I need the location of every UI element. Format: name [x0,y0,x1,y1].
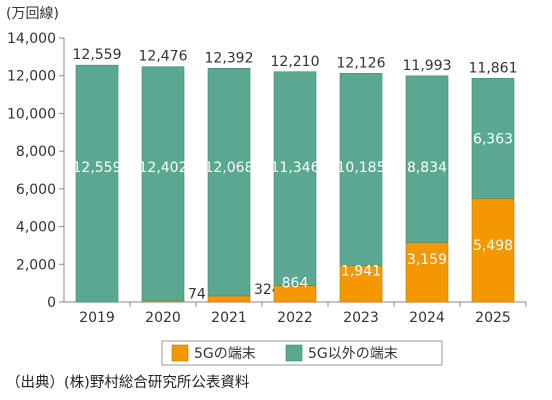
x-tick-label: 2023 [343,310,379,326]
total-label-2019: 12,559 [73,47,122,63]
bar-other-2022 [273,71,317,287]
label-other-2022: 11,346 [271,160,320,176]
label-other-2019: 12,559 [73,160,122,176]
y-tick-label: 10,000 [7,106,56,122]
x-tick-label: 2024 [409,310,445,326]
y-unit-label: (万回線) [6,6,59,22]
y-tick-label: 6,000 [16,182,56,198]
label-5g-2025: 5,498 [473,238,513,254]
x-tick-label: 2022 [277,310,313,326]
legend-swatch-other [285,344,303,362]
total-label-2024: 11,993 [403,58,452,74]
x-tick-label: 2025 [475,310,511,326]
bar-5g-2025 [471,198,515,303]
bar-other-2020 [141,66,185,301]
label-5g-2022: 864 [282,276,309,292]
legend-swatch-5g [171,344,189,362]
bar-other-2023 [339,73,383,266]
bar-other-2019 [75,64,119,303]
label-other-2025: 6,363 [473,131,513,147]
bar-other-2021 [207,68,251,297]
x-tick-label: 2021 [211,310,247,326]
x-tick-label: 2020 [145,310,181,326]
total-label-2022: 12,210 [271,54,320,70]
total-label-2020: 12,476 [139,49,188,65]
legend-label-5g: 5Gの端末 [194,346,256,362]
bar-5g-2023 [339,265,383,303]
total-label-2023: 12,126 [337,55,386,71]
y-tick-label: 14,000 [7,31,56,47]
source-note: （出典）(株)野村総合研究所公表資料 [6,375,250,391]
total-label-2025: 11,861 [469,60,518,76]
bar-5g-2021 [207,295,251,303]
total-label-2021: 12,392 [205,50,254,66]
legend-label-other: 5G以外の端末 [308,346,398,362]
x-tick-label: 2019 [79,310,115,326]
bar-other-2025 [471,78,515,199]
y-tick-label: 0 [47,295,56,311]
label-5g-2024: 3,159 [407,252,447,268]
label-5g-2023: 1,941 [341,264,381,280]
label-other-2023: 10,185 [337,160,386,176]
y-tick-label: 2,000 [16,257,56,273]
label-5g-2020: 74 [188,287,206,303]
y-tick-label: 4,000 [16,220,56,236]
y-tick-label: 8,000 [16,144,56,160]
label-other-2024: 8,834 [407,160,447,176]
bar-5g-2024 [405,242,449,303]
bar-other-2024 [405,75,449,243]
label-other-2020: 12,402 [139,160,188,176]
label-other-2021: 12,068 [205,160,254,176]
y-tick-label: 12,000 [7,69,56,85]
